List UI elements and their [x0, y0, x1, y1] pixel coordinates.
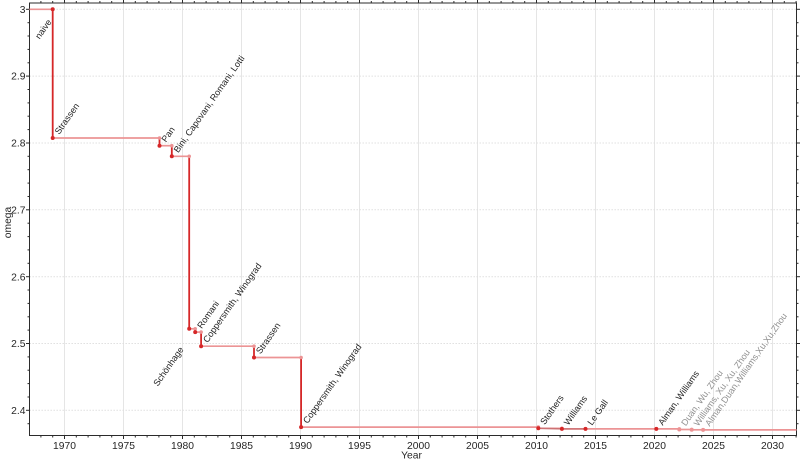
svg-text:1975: 1975	[112, 441, 135, 452]
svg-text:2025: 2025	[702, 441, 725, 452]
svg-text:2000: 2000	[407, 441, 430, 452]
svg-text:2.9: 2.9	[11, 72, 26, 83]
svg-text:2.5: 2.5	[11, 339, 26, 350]
svg-text:3: 3	[20, 5, 26, 16]
svg-text:2015: 2015	[584, 441, 607, 452]
svg-text:omega: omega	[3, 206, 14, 238]
svg-text:1970: 1970	[53, 441, 76, 452]
svg-text:1985: 1985	[230, 441, 253, 452]
svg-text:Year: Year	[401, 451, 422, 460]
svg-text:1995: 1995	[348, 441, 371, 452]
svg-text:1980: 1980	[171, 441, 194, 452]
svg-text:2020: 2020	[643, 441, 666, 452]
svg-text:2.6: 2.6	[11, 272, 26, 283]
svg-text:2.7: 2.7	[11, 205, 26, 216]
svg-text:2.8: 2.8	[11, 139, 26, 150]
svg-text:1990: 1990	[289, 441, 312, 452]
svg-text:2030: 2030	[761, 441, 784, 452]
svg-text:2010: 2010	[525, 441, 548, 452]
svg-text:2.4: 2.4	[11, 406, 26, 417]
svg-text:2005: 2005	[466, 441, 489, 452]
